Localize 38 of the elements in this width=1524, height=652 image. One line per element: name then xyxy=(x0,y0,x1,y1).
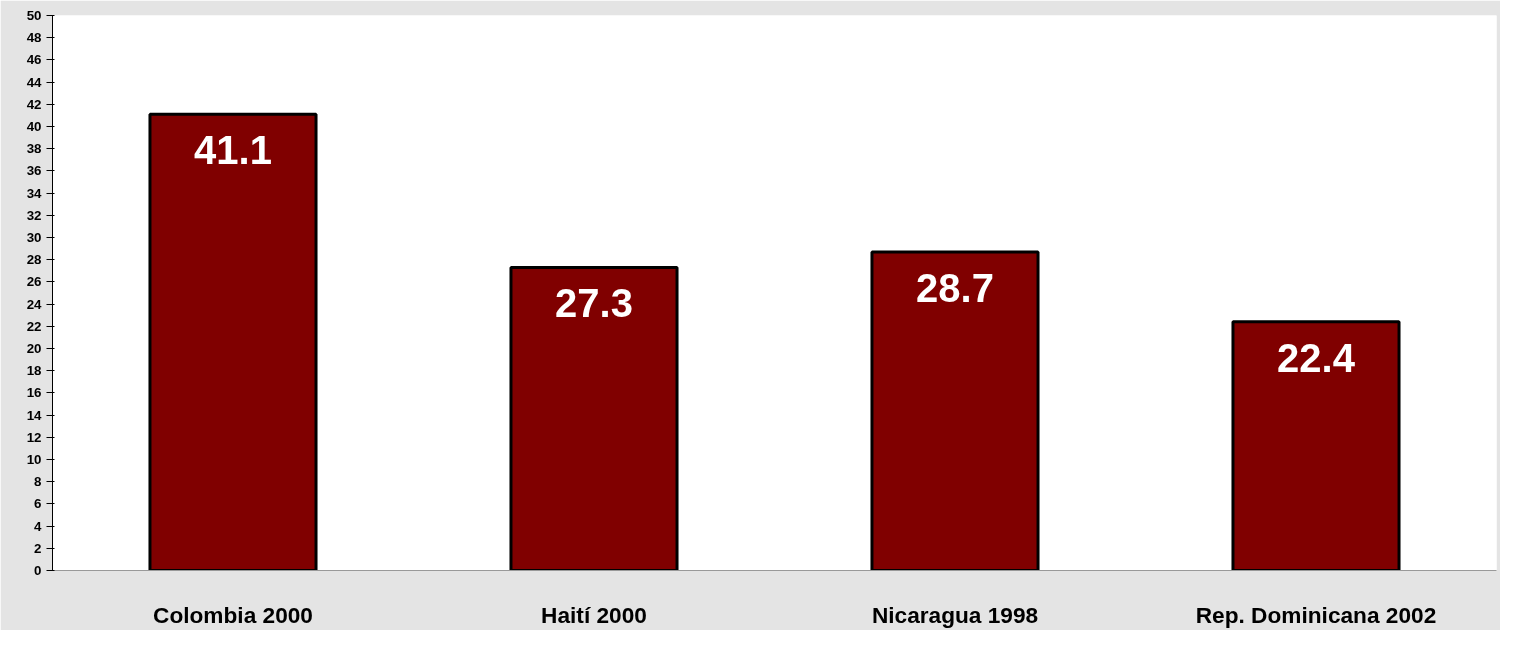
y-tick-label: 22 xyxy=(26,318,42,334)
y-tick-label: 4 xyxy=(34,518,43,534)
bar xyxy=(870,250,1040,571)
y-tick-label: 40 xyxy=(26,119,42,134)
bar xyxy=(148,112,318,571)
y-tick-label: 6 xyxy=(34,496,42,512)
data-label: 27.3 xyxy=(555,281,633,326)
x-tick-label: Haití 2000 xyxy=(541,601,647,628)
y-tick-label: 42 xyxy=(26,96,42,112)
y-tick-label: 12 xyxy=(26,429,42,445)
y-tick-label: 28 xyxy=(26,252,42,268)
y-tick-label: 44 xyxy=(26,74,43,90)
y-tick-label: 18 xyxy=(26,363,42,379)
y-tick-label: 2 xyxy=(34,540,42,556)
y-tick-label: 38 xyxy=(26,141,42,157)
bar xyxy=(509,265,679,571)
data-label: 41.1 xyxy=(194,128,272,173)
x-tick-label: Rep. Dominicana 2002 xyxy=(1195,601,1437,628)
y-tick-label: 36 xyxy=(26,163,42,179)
y-tick-label: 14 xyxy=(26,407,43,423)
y-tick-label: 34 xyxy=(26,185,43,201)
y-tick-label: 46 xyxy=(26,52,42,68)
y-tick-label: 10 xyxy=(26,452,42,467)
x-tick-label: Colombia 2000 xyxy=(153,601,313,628)
y-tick-label: 24 xyxy=(26,296,43,312)
data-label: 22.4 xyxy=(1277,335,1356,380)
y-tick-label: 30 xyxy=(26,230,42,245)
data-label: 28.7 xyxy=(916,265,994,310)
y-tick-label: 0 xyxy=(34,563,42,578)
y-tick-label: 16 xyxy=(26,385,42,401)
y-tick-label: 26 xyxy=(26,274,42,290)
y-tick-label: 20 xyxy=(26,341,42,356)
y-tick-label: 48 xyxy=(26,30,42,46)
y-tick-label: 8 xyxy=(34,474,42,490)
x-tick-label: Nicaragua 1998 xyxy=(871,601,1039,628)
y-tick-label: 32 xyxy=(26,207,42,223)
bar xyxy=(1231,320,1401,571)
y-tick-label: 50 xyxy=(26,8,42,23)
